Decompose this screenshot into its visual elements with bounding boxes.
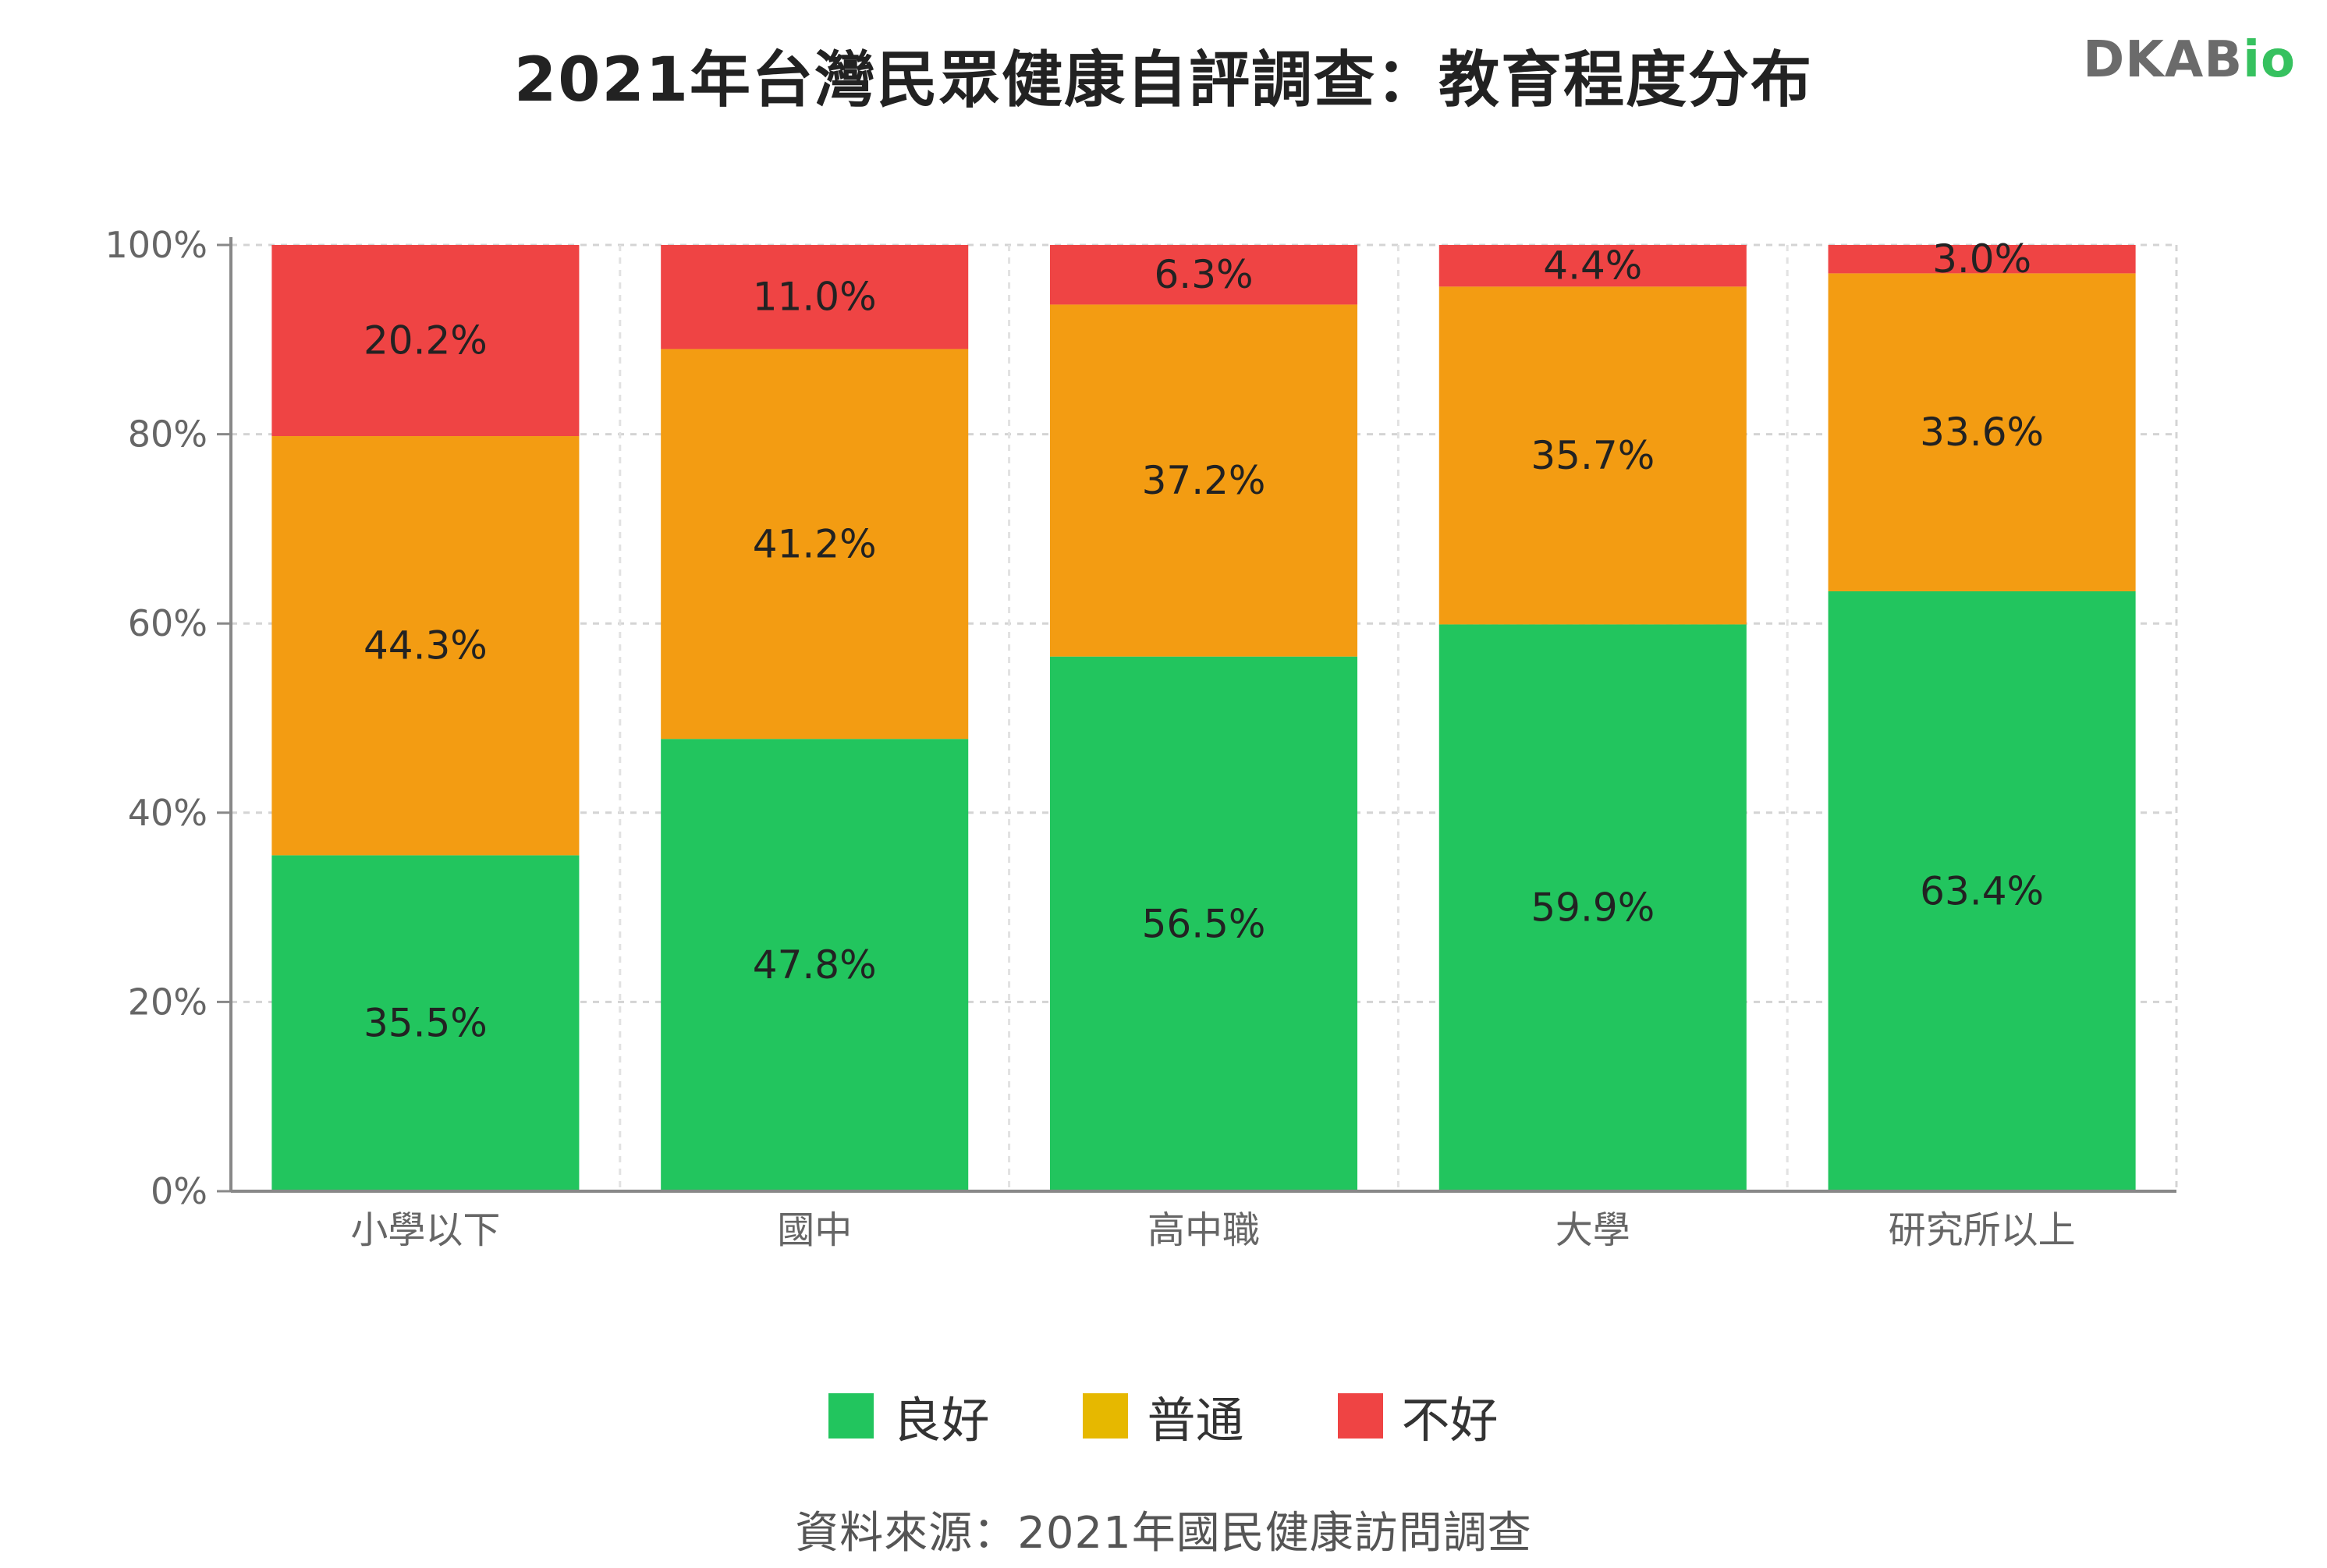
- bar-segment: [1049, 656, 1358, 1191]
- y-tick-label: 0%: [151, 1170, 208, 1212]
- data-label: 6.3%: [1154, 252, 1253, 297]
- data-label: 4.4%: [1543, 243, 1642, 289]
- data-label: 35.7%: [1531, 433, 1655, 478]
- grid-lines: [231, 243, 2178, 1191]
- data-label: 37.2%: [1142, 458, 1266, 503]
- bar-segment: [271, 245, 580, 437]
- data-label: 35.5%: [364, 1001, 488, 1046]
- bar-segment: [661, 349, 969, 740]
- legend-item[interactable]: 良好: [828, 1381, 989, 1451]
- bar-segment: [271, 855, 580, 1191]
- y-tick-label: 80%: [128, 413, 208, 456]
- bar-segment: [271, 436, 580, 856]
- data-label: 11.0%: [753, 275, 877, 320]
- chart-legend: 良好 普通 不好: [0, 1381, 2327, 1451]
- data-label: 41.2%: [753, 521, 877, 566]
- bar-segment: [1438, 286, 1747, 625]
- x-tick-label: 研究所以上: [1889, 1208, 2076, 1252]
- x-tick-label: 小學以下: [350, 1208, 500, 1252]
- bar-segment: [1438, 245, 1747, 287]
- data-label: 33.6%: [1920, 410, 2044, 455]
- brand-logo: DKABio: [2083, 31, 2296, 89]
- bar-segment: [1828, 245, 2136, 274]
- legend-swatch: [828, 1393, 874, 1439]
- y-tick-label: 100%: [105, 224, 208, 266]
- legend-label: 不好: [1401, 1392, 1499, 1449]
- y-tick-label: 60%: [128, 602, 208, 644]
- source-note: 資料來源：2021年國民健康訪問調查: [795, 1508, 1532, 1559]
- bar-segment: [661, 245, 969, 349]
- data-label: 3.0%: [1932, 236, 2031, 282]
- bar-segment: [1828, 273, 2136, 591]
- bar-segment: [1049, 304, 1358, 657]
- legend-label: 良好: [892, 1392, 990, 1449]
- data-label: 20.2%: [364, 318, 488, 364]
- x-tick-label: 大學: [1555, 1208, 1630, 1252]
- bar-segment: [1049, 245, 1358, 305]
- bar-segment: [1438, 624, 1747, 1191]
- y-tick-label: 20%: [128, 981, 208, 1023]
- bar-segment: [661, 739, 969, 1191]
- logo-text-main: DKAB: [2083, 31, 2244, 89]
- chart-title: 2021年台灣民眾健康自評調查：教育程度分布: [513, 45, 1814, 115]
- logo-text-accent: io: [2243, 31, 2296, 89]
- bars: [271, 245, 2136, 1191]
- data-label: 59.9%: [1531, 885, 1655, 931]
- axes: 0% 20% 40% 60% 80% 100% 小學以下 國中 高中職 大學 研究所以上: [105, 224, 2176, 1252]
- legend-swatch: [1083, 1393, 1129, 1439]
- data-labels: 35.5% 44.3% 20.2% 47.8% 41.2% 11.0% 56.5% 37.2%…: [364, 236, 2044, 1045]
- data-label: 47.8%: [753, 942, 877, 988]
- legend-swatch: [1337, 1393, 1383, 1439]
- x-tick-label: 高中職: [1148, 1208, 1260, 1252]
- data-label: 63.4%: [1920, 868, 2044, 913]
- bar-segment: [1828, 591, 2136, 1191]
- legend-label: 普通: [1147, 1392, 1244, 1449]
- legend-item[interactable]: 普通: [1083, 1381, 1244, 1451]
- x-tick-label: 國中: [777, 1208, 852, 1252]
- y-tick-label: 40%: [128, 792, 208, 834]
- legend-item[interactable]: 不好: [1337, 1381, 1499, 1451]
- data-label: 44.3%: [364, 623, 488, 669]
- data-label: 56.5%: [1142, 901, 1266, 946]
